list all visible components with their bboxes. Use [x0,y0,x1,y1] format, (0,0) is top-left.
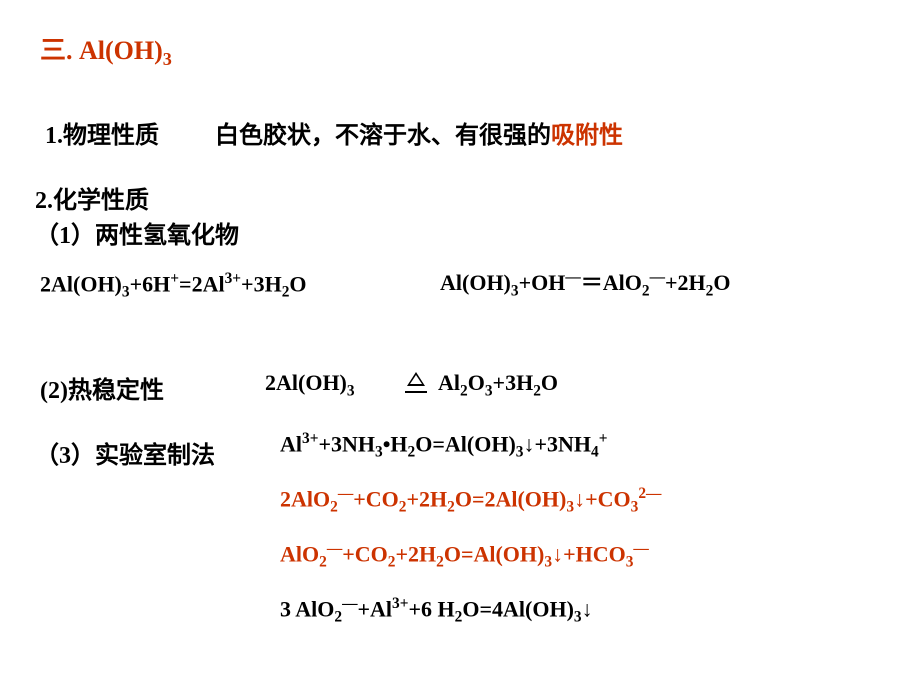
equation-1: 2Al(OH)3+6H+=2Al3++3H2O [40,270,307,302]
section-title: 三. Al(OH)3 [40,30,172,70]
equation-4: Al3++3NH3•H2O=Al(OH)3↓+3NH4+ [280,430,608,462]
section-1-label: 1.物理性质 [45,115,159,150]
section-1-text: 白色胶状，不溶于水、有很强的吸附性 [215,115,623,150]
equation-7: 3 AlO2―+Al3++6 H2O=4Al(OH)3↓ [280,595,593,627]
title-sub: 3 [163,49,172,69]
section-2-2-label: (2)热稳定性 [40,370,164,405]
equation-5: 2AlO2―+CO2+2H2O=2Al(OH)3↓+CO32― [280,485,661,517]
title-formula: Al(OH) [79,36,163,65]
title-prefix: 三. [40,36,79,65]
equation-3a: 2Al(OH)3 [265,370,355,400]
equation-2: Al(OH)3+OH―＝AlO2―+2H2O [440,265,730,300]
equation-6: AlO2―+CO2+2H2O=Al(OH)3↓+HCO3― [280,540,649,572]
sec1-text-b: 吸附性 [551,123,623,149]
equation-3b: Al2O3+3H2O [438,370,558,400]
triangle-symbol [405,372,427,393]
section-2-3-label: （3）实验室制法 [35,435,215,470]
section-2-label: 2.化学性质 [35,180,149,215]
section-2-1-label: （1）两性氢氧化物 [35,215,239,250]
sec1-text-a: 白色胶状，不溶于水、有很强的 [215,123,551,149]
